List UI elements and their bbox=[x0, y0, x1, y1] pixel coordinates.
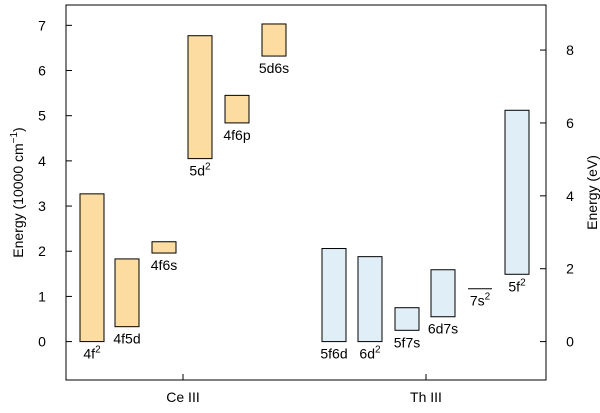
right-axis-label: Energy (eV) bbox=[584, 155, 600, 230]
bar-5d2 bbox=[187, 35, 213, 160]
left-tick-label: 4 bbox=[38, 153, 46, 169]
bar-4f2 bbox=[79, 193, 105, 343]
left-axis-label-main: Energy (10000 cm bbox=[10, 143, 26, 257]
plot-frame bbox=[65, 4, 547, 381]
left-tick-label: 7 bbox=[38, 17, 46, 33]
bar-label-5f6d: 5f6d bbox=[320, 346, 347, 362]
left-tick-label: 0 bbox=[38, 334, 46, 350]
right-tick-label: 2 bbox=[566, 261, 574, 277]
right-tick-label: 0 bbox=[566, 334, 574, 350]
bar-label-6d7s: 6d7s bbox=[428, 321, 458, 337]
bar-4f6s bbox=[151, 241, 177, 254]
bar-5d6s bbox=[261, 23, 287, 57]
bar-6d7s bbox=[430, 269, 456, 318]
bar-label-7s2: 7s2 bbox=[470, 292, 491, 309]
bar-5f2 bbox=[504, 109, 530, 275]
group-labels: Ce III Th III bbox=[166, 389, 442, 405]
bar-label-6d2: 6d2 bbox=[359, 345, 381, 362]
bar-label-4f2: 4f2 bbox=[83, 345, 101, 362]
left-axis-label-sup: −1 bbox=[9, 131, 20, 143]
left-tick-label: 6 bbox=[38, 63, 46, 79]
left-tick-label: 5 bbox=[38, 108, 46, 124]
bar-5f7s bbox=[394, 307, 420, 331]
left-axis-ticks: 0 1 2 3 4 5 6 7 bbox=[38, 17, 72, 350]
left-tick-label: 1 bbox=[38, 288, 46, 304]
right-tick-label: 6 bbox=[566, 115, 574, 131]
bar-label-4f6s: 4f6s bbox=[151, 257, 177, 273]
right-axis-ticks: 0 2 4 6 8 bbox=[182, 42, 574, 380]
bar-label-5f7s: 5f7s bbox=[394, 334, 420, 350]
bar-label-5d2: 5d2 bbox=[189, 162, 211, 179]
left-axis-label: Energy (10000 cm−1) bbox=[9, 127, 26, 257]
bar-label-4f5d: 4f5d bbox=[113, 331, 140, 347]
bar-label-4f6p: 4f6p bbox=[223, 127, 250, 143]
bar-4f6p bbox=[224, 94, 250, 124]
bar-5f6d bbox=[321, 248, 347, 343]
bar-4f5d bbox=[114, 258, 140, 328]
energy-bars: 4f2 4f5d 4f6s 5d2 4f6p 5d6s 5f6d 6d2 5f7s 6d7s 7s2… bbox=[79, 23, 530, 362]
left-tick-label: 3 bbox=[38, 198, 46, 214]
left-tick-label: 2 bbox=[38, 243, 46, 259]
right-tick-label: 4 bbox=[566, 188, 574, 204]
bar-label-5d6s: 5d6s bbox=[259, 60, 289, 76]
group-label: Ce III bbox=[166, 389, 199, 405]
group-label: Th III bbox=[410, 389, 442, 405]
left-axis-label-end: ) bbox=[10, 127, 26, 132]
bar-label-5f2: 5f2 bbox=[508, 277, 526, 294]
bar-6d2 bbox=[357, 256, 383, 343]
right-tick-label: 8 bbox=[566, 42, 574, 58]
